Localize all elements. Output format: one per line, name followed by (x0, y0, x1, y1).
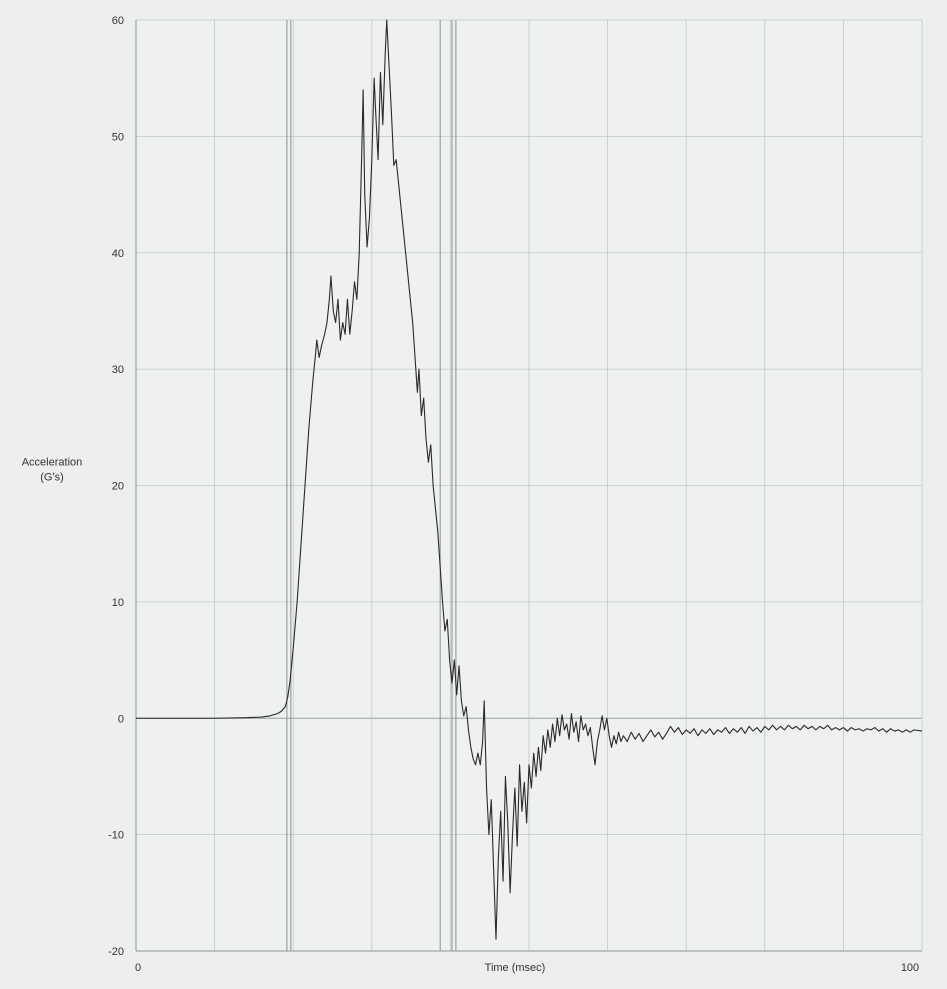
series-line-acceleration (136, 19, 923, 940)
y-tick-labels: -20 -10 0 10 20 30 40 50 60 (108, 15, 124, 958)
y-tick-label-60: 60 (112, 15, 124, 27)
y-tick-label--20: -20 (108, 946, 124, 958)
grid-lines (136, 19, 922, 952)
x-tick-label-0: 0 (135, 962, 141, 974)
y-tick-label-40: 40 (112, 248, 124, 260)
y-tick-label-0: 0 (118, 713, 124, 725)
y-tick-label-20: 20 (112, 481, 124, 493)
axes (135, 20, 923, 952)
event-markers (286, 20, 457, 951)
x-axis-label: Time (msec) (485, 962, 546, 974)
y-tick-label-10: 10 (112, 597, 124, 609)
y-tick-label-30: 30 (112, 364, 124, 376)
y-axis-label-line1: Acceleration (22, 457, 83, 469)
y-axis-label-line2: (G's) (40, 472, 63, 484)
y-tick-label--10: -10 (108, 830, 124, 842)
y-tick-label-50: 50 (112, 131, 124, 143)
x-tick-label-100: 100 (901, 962, 919, 974)
x-tick-labels: 0 100 (135, 962, 919, 974)
